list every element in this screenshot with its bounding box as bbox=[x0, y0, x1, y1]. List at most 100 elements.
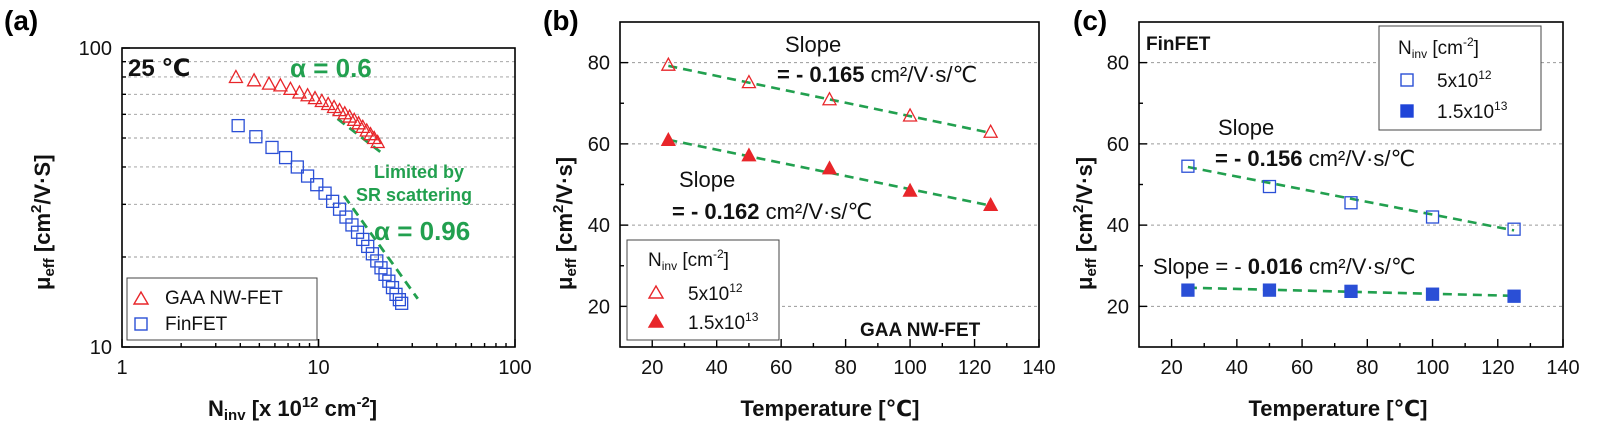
slope-value-lower: = - 0.162 cm²/V·s/℃ bbox=[672, 199, 872, 224]
legend-triangle-open bbox=[647, 284, 665, 299]
legend-title-unit: [cm bbox=[1427, 38, 1463, 59]
legend-title-unit: [cm bbox=[677, 250, 713, 271]
data-point bbox=[300, 87, 316, 102]
x-tick-label: 100 bbox=[893, 357, 926, 379]
fit-line bbox=[342, 195, 419, 300]
x-title-end: ] bbox=[370, 396, 377, 421]
legend-title-end: ] bbox=[724, 250, 729, 271]
slope-value-upper: = - 0.165 cm²/V·s/℃ bbox=[777, 62, 977, 87]
slope-number: 0.165 bbox=[809, 62, 864, 87]
legend-title-end: ] bbox=[1474, 38, 1479, 59]
data-point bbox=[366, 130, 382, 145]
y-tick-label: 20 bbox=[588, 296, 610, 318]
y-title-end: /V·s] bbox=[552, 157, 577, 205]
legend-title: Ninv [cm-2] bbox=[648, 247, 729, 273]
y-tick-label: 100 bbox=[79, 38, 112, 60]
legend: Ninv [cm-2] 5x1012 1.5x1013 bbox=[1378, 25, 1542, 131]
legend-exp: 13 bbox=[745, 310, 759, 324]
data-point bbox=[1344, 196, 1358, 210]
x-title-sup2: -2 bbox=[356, 394, 369, 411]
slope-prefix: = - bbox=[1215, 146, 1247, 171]
legend-title-sub: inv bbox=[662, 259, 677, 273]
legend-title-sub: inv bbox=[1412, 47, 1427, 61]
data-markers bbox=[660, 56, 999, 211]
slope-number: 0.162 bbox=[704, 199, 759, 224]
y-title-sup: 2 bbox=[28, 205, 45, 213]
data-point bbox=[1344, 284, 1358, 298]
data-point bbox=[1425, 287, 1440, 301]
x-axis-title: Temperature [℃] bbox=[1248, 396, 1427, 421]
x-title-sub: inv bbox=[224, 407, 246, 424]
panel-b: (b) 20 40 60 80 20 40 60 80 100 120 140 Slope = - … bbox=[543, 5, 1056, 421]
legend-base: 1.5x10 bbox=[688, 313, 745, 334]
data-point bbox=[1262, 283, 1277, 297]
legend: Ninv [cm-2] 5x1012 1.5x1013 bbox=[626, 239, 780, 341]
y-axis-title: μeff [cm2/V·s] bbox=[1070, 157, 1100, 290]
x-tick-label: 1 bbox=[116, 357, 127, 379]
legend-exp: 12 bbox=[729, 281, 743, 295]
y-tick-label: 60 bbox=[1107, 134, 1129, 156]
data-point bbox=[278, 150, 293, 165]
y-title-sup: 2 bbox=[550, 205, 567, 213]
data-point bbox=[370, 134, 386, 149]
data-point bbox=[290, 160, 304, 174]
x-title-unit: cm bbox=[319, 396, 357, 421]
data-point bbox=[291, 84, 308, 99]
axis-ticks: 20 40 60 80 20 40 60 80 100 120 140 bbox=[588, 53, 1056, 379]
legend-box bbox=[126, 277, 318, 341]
legend-base: 5x10 bbox=[1437, 71, 1478, 92]
data-point bbox=[261, 75, 277, 90]
x-tick-label: 20 bbox=[641, 357, 663, 379]
data-point bbox=[395, 296, 409, 310]
y-axis-title: μeff [cm2/V·S] bbox=[28, 154, 58, 290]
grid bbox=[1139, 62, 1563, 307]
x-tick-label: 100 bbox=[1416, 357, 1449, 379]
data-point bbox=[392, 292, 407, 307]
x-tick-label: 140 bbox=[1022, 357, 1055, 379]
data-point bbox=[246, 72, 262, 87]
data-point bbox=[318, 186, 332, 200]
fit-lines bbox=[668, 64, 991, 207]
data-point bbox=[660, 131, 676, 146]
legend-item-low: 5x1012 bbox=[688, 281, 743, 305]
data-point bbox=[385, 280, 400, 295]
y-title-rest: [cm bbox=[30, 213, 55, 258]
panel-label-a: (a) bbox=[4, 5, 38, 36]
data-point bbox=[902, 107, 918, 122]
alpha-label-1: α = 0.6 bbox=[290, 53, 372, 83]
x-tick-label: 60 bbox=[1291, 357, 1313, 379]
x-tick-label: 20 bbox=[1160, 357, 1182, 379]
data-point bbox=[272, 77, 289, 92]
x-tick-label: 40 bbox=[706, 357, 728, 379]
fit-lines bbox=[1187, 165, 1515, 298]
legend-base: 1.5x10 bbox=[1437, 102, 1494, 123]
x-title-main: N bbox=[208, 396, 224, 421]
slope-value-lower: Slope = - 0.016 cm²/V·s/℃ bbox=[1153, 254, 1416, 279]
y-title-end: /V·s] bbox=[1072, 157, 1097, 205]
legend-box bbox=[1378, 25, 1542, 131]
data-point bbox=[314, 93, 330, 108]
data-point bbox=[1425, 210, 1440, 224]
panel-label-b: (b) bbox=[543, 5, 579, 36]
y-tick-label: 10 bbox=[90, 337, 112, 359]
data-point bbox=[231, 118, 245, 133]
data-point bbox=[282, 80, 299, 96]
legend-item-finfet: FinFET bbox=[165, 314, 228, 335]
fit-line bbox=[668, 64, 991, 135]
y-tick-label: 80 bbox=[1107, 53, 1129, 75]
legend-square-open bbox=[1400, 73, 1414, 87]
data-point bbox=[983, 196, 999, 211]
x-tick-label: 60 bbox=[770, 357, 792, 379]
slope-unit: cm²/V·s/℃ bbox=[759, 199, 872, 224]
x-title-rest: [x 10 bbox=[246, 396, 302, 421]
y-title-rest: [cm bbox=[1072, 213, 1097, 258]
data-point bbox=[741, 147, 757, 162]
y-title-sup: 2 bbox=[1070, 205, 1087, 213]
data-point bbox=[365, 247, 380, 261]
slope-unit: cm²/V·s/℃ bbox=[1302, 146, 1415, 171]
legend-exp: 12 bbox=[1478, 68, 1492, 82]
x-tick-label: 140 bbox=[1546, 357, 1579, 379]
slope-title-upper: Slope bbox=[1218, 115, 1274, 140]
slope-prefix: = - bbox=[672, 199, 704, 224]
